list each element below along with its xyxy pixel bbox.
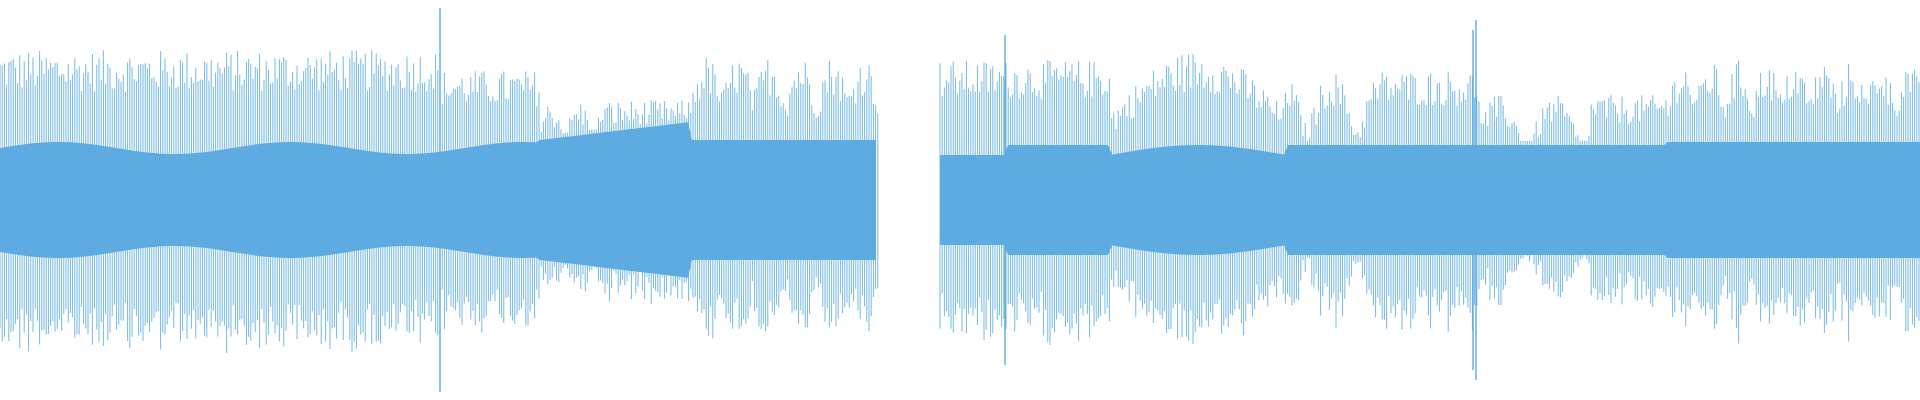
waveform-body [0, 122, 876, 278]
waveform-clip [0, 8, 879, 392]
waveform-clip [939, 20, 1920, 380]
waveform-body [940, 142, 1920, 258]
